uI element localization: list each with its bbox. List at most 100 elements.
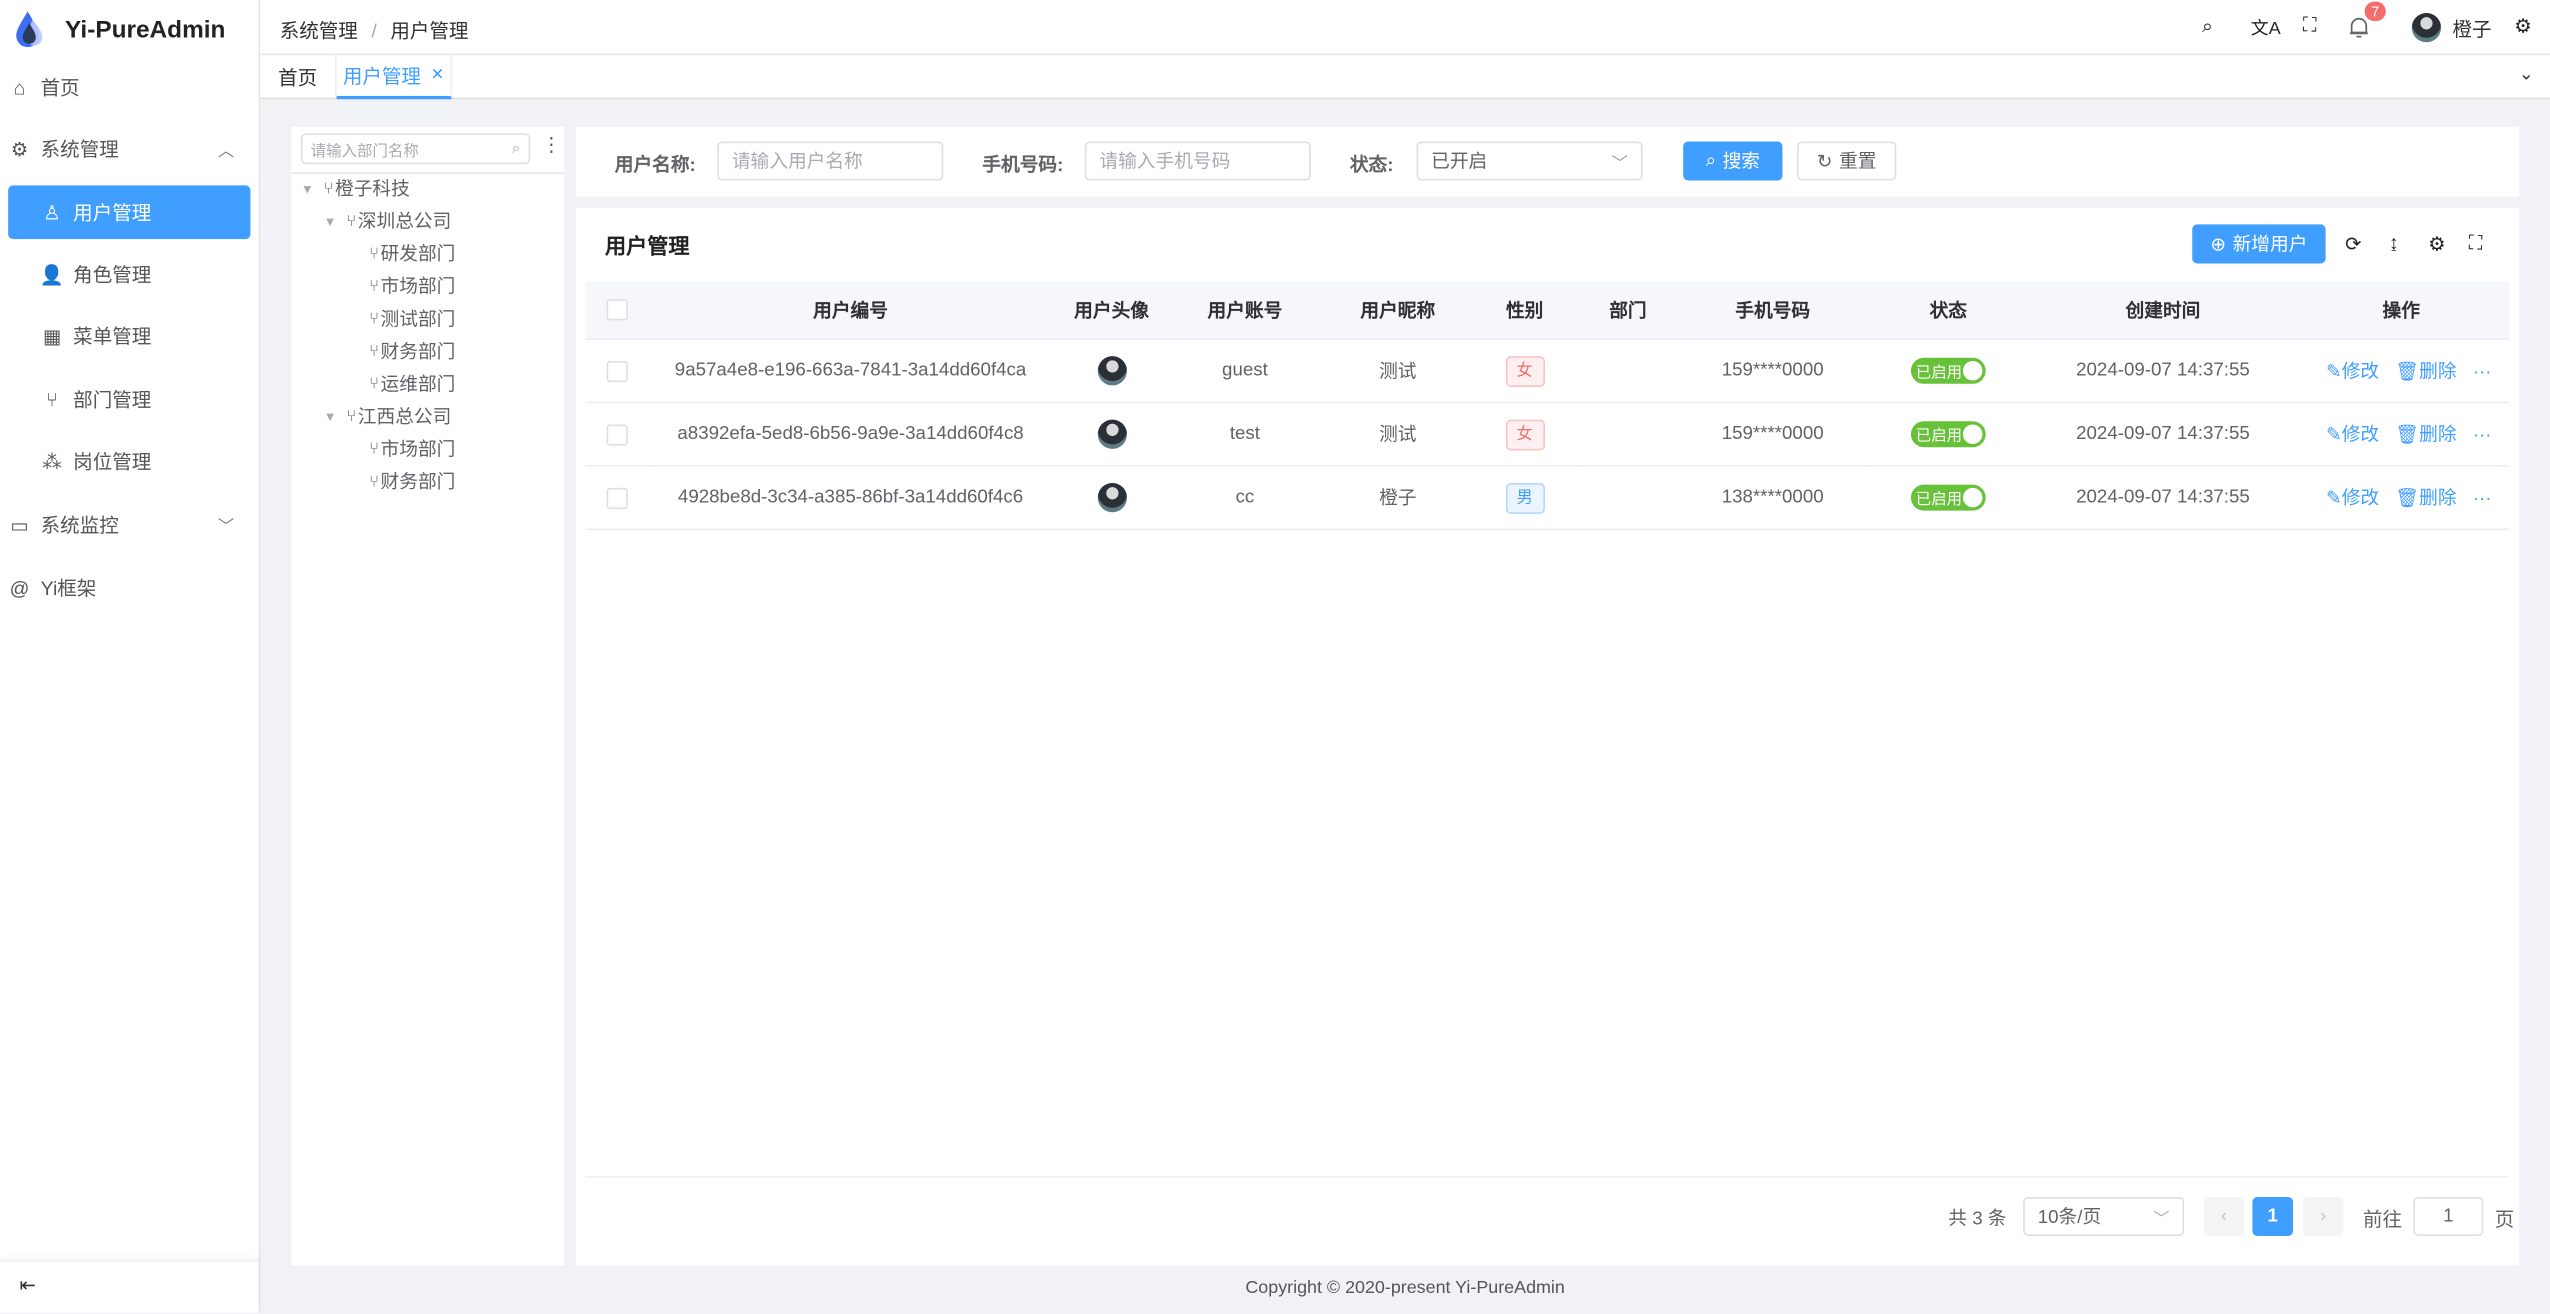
app-title: Yi-PureAdmin [65, 15, 226, 44]
branch-icon: ⑂ [369, 342, 379, 361]
sidebar-item-monitor[interactable]: ▭ 系统监控 ﹀ [8, 498, 250, 552]
sidebar-item-posts[interactable]: ⁂ 岗位管理 [8, 434, 250, 488]
edit-button[interactable]: ✎修改 [2326, 490, 2379, 510]
edit-button[interactable]: ✎修改 [2326, 363, 2379, 383]
avatar[interactable] [1096, 419, 1127, 449]
delete-button[interactable]: 🗑︎删除 [2395, 426, 2456, 446]
row-checkbox[interactable] [585, 339, 648, 404]
caret-down-icon[interactable]: ▼ [323, 409, 337, 424]
page-1-button[interactable]: 1 [2252, 1196, 2294, 1236]
page-size-select[interactable]: 10条/页 ﹀ [2023, 1196, 2185, 1236]
dept-search-input[interactable]: 请输入部门名称 ⌕ [300, 133, 531, 165]
bell-icon[interactable] [2348, 16, 2369, 39]
branch-icon: ⑂ [369, 374, 379, 393]
settings-gear-icon[interactable]: ⚙ [2514, 14, 2532, 38]
user-id: a8392efa-5ed8-6b56-9a9e-3a14dd60f4c8 [647, 402, 1054, 467]
density-icon[interactable]: ↨ [2389, 230, 2399, 254]
button-label: 删除 [2419, 362, 2457, 383]
tree-node[interactable]: ⑂ 市场部门 [346, 273, 455, 299]
caret-down-icon[interactable]: ▼ [300, 181, 314, 196]
tree-node[interactable]: ⑂ 财务部门 [346, 468, 455, 494]
search-button[interactable]: ⌕ 搜索 [1683, 141, 1783, 181]
org-icon: ⁂ [42, 449, 62, 473]
status-switch[interactable]: 已启用 [1910, 357, 1986, 384]
username[interactable]: 橙子 [2452, 17, 2492, 41]
tree-node[interactable]: ⑂ 测试部门 [346, 306, 455, 332]
branch-icon: ⑂ [369, 439, 379, 458]
sidebar-item-users[interactable]: ♙ 用户管理 [8, 185, 251, 240]
phone: 138****0000 [1681, 465, 1864, 531]
status-switch[interactable]: 已启用 [1910, 421, 1986, 448]
user-table-card: 用户管理 ⊕ 新增用户 ⟳ ↨ ⚙ ⛶ 用户编号 用户头像 用户账号 用户昵称 性… [575, 208, 2520, 1266]
next-page-button[interactable]: › [2302, 1196, 2344, 1236]
at-icon: @ [9, 576, 30, 600]
tree-node[interactable]: ▼ ⑂ 橙子科技 [301, 176, 410, 202]
logo[interactable]: Yi-PureAdmin [13, 10, 225, 49]
sidebar-item-home[interactable]: ⌂ 首页 [8, 60, 250, 114]
tree-node-label: 橙子科技 [335, 180, 410, 201]
goto-page-input[interactable]: 1 [2413, 1196, 2484, 1236]
status-select[interactable]: 已开启 ﹀ [1416, 141, 1643, 181]
delete-button[interactable]: 🗑︎删除 [2395, 490, 2456, 510]
more-vertical-icon[interactable]: ⋮ [541, 133, 562, 157]
button-label: 重置 [1839, 152, 1877, 173]
tree-node[interactable]: ⑂ 财务部门 [346, 338, 455, 364]
tree-node[interactable]: ⑂ 市场部门 [346, 436, 455, 462]
search-icon[interactable]: ⌕ [2202, 14, 2213, 38]
column-header: 操作 [2293, 281, 2510, 340]
status-switch[interactable]: 已启用 [1910, 484, 1986, 511]
sidebar-item-menus[interactable]: ▦ 菜单管理 [8, 309, 250, 363]
sidebar-item-system[interactable]: ⚙ 系统管理 ︿ [8, 122, 250, 176]
refresh-icon[interactable]: ⟳ [2345, 232, 2362, 256]
prev-page-button[interactable]: ‹ [2203, 1196, 2245, 1236]
column-header: 部门 [1574, 281, 1682, 340]
phone-input[interactable]: 请输入手机号码 [1084, 141, 1311, 181]
sidebar-item-label: 用户管理 [73, 201, 152, 225]
gender-cell: 女 [1475, 339, 1575, 404]
tree-node-label: 市场部门 [380, 440, 456, 461]
column-settings-icon[interactable]: ⚙ [2428, 232, 2446, 256]
tab-home[interactable]: 首页 [260, 55, 337, 98]
branch-icon: ⑂ [346, 407, 357, 426]
more-icon[interactable]: ··· [2472, 489, 2492, 510]
caret-down-icon[interactable]: ▼ [323, 213, 337, 229]
collapse-sidebar-button[interactable]: ⇤ [0, 1260, 259, 1314]
sidebar-item-yi[interactable]: @ Yi框架 [8, 561, 250, 615]
reset-button[interactable]: ↻ 重置 [1797, 141, 1897, 181]
tab-users[interactable]: 用户管理 ✕ [336, 55, 453, 100]
avatar[interactable] [1096, 483, 1127, 513]
fullscreen-icon[interactable]: ⛶ [2302, 13, 2317, 36]
chevron-down-icon[interactable]: ⌄ [2518, 65, 2534, 85]
row-checkbox[interactable] [585, 465, 648, 531]
tab-label: 用户管理 [342, 65, 421, 88]
sidebar-item-label: 系统监控 [40, 513, 119, 537]
notification-badge: 7 [2364, 1, 2386, 22]
tree-node[interactable]: ▼ ⑂ 江西总公司 [324, 403, 452, 429]
avatar[interactable] [1096, 356, 1127, 386]
translate-icon[interactable]: 文A [2250, 19, 2281, 40]
username-input[interactable]: 请输入用户名称 [717, 141, 944, 181]
more-icon[interactable]: ··· [2472, 426, 2492, 446]
edit-button[interactable]: ✎修改 [2326, 426, 2379, 446]
divider [585, 1175, 2510, 1178]
close-icon[interactable]: ✕ [430, 66, 445, 85]
add-user-button[interactable]: ⊕ 新增用户 [2192, 224, 2326, 264]
grid-icon: ▦ [42, 324, 62, 348]
chevron-down-icon: ﹀ [2153, 1210, 2170, 1229]
user-avatar[interactable] [2411, 13, 2442, 43]
more-icon[interactable]: ··· [2472, 362, 2492, 383]
select-all-checkbox[interactable] [585, 281, 648, 340]
sidebar-item-roles[interactable]: 👤 角色管理 [8, 247, 250, 301]
tree-node[interactable]: ⑂ 研发部门 [346, 241, 455, 267]
user-id: 4928be8d-3c34-a385-86bf-3a14dd60f4c6 [647, 465, 1054, 531]
sidebar-item-label: 角色管理 [73, 263, 152, 287]
actions-cell: ✎修改 🗑︎删除 ··· [2293, 339, 2510, 404]
tree-node[interactable]: ⑂ 运维部门 [346, 371, 455, 397]
sidebar-item-depts[interactable]: ⑂ 部门管理 [8, 372, 250, 426]
tree-node[interactable]: ▼ ⑂ 深圳总公司 [324, 208, 452, 234]
delete-button[interactable]: 🗑︎删除 [2395, 363, 2456, 383]
fullscreen-icon[interactable]: ⛶ [2468, 230, 2483, 254]
row-checkbox[interactable] [585, 402, 648, 467]
user-icon: ♙ [43, 200, 61, 224]
breadcrumb-item[interactable]: 系统管理 [279, 19, 358, 43]
